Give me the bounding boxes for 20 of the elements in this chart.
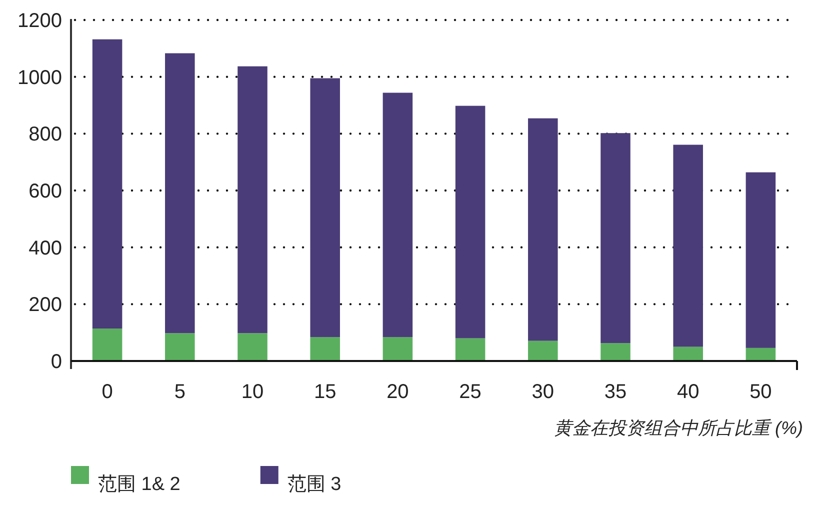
- xlabel: 黄金在投资组合中所占比重 (%): [554, 418, 803, 438]
- ytick: 0: [50, 351, 62, 373]
- ytick: 600: [28, 180, 62, 202]
- ytick: 200: [28, 294, 62, 316]
- ytick: 1000: [18, 66, 62, 89]
- xtick: 10: [241, 381, 264, 403]
- xtick: 30: [532, 381, 554, 403]
- xtick: 50: [750, 381, 772, 403]
- xtick: 0: [102, 381, 113, 403]
- xtick: 40: [676, 381, 700, 403]
- xtick: 35: [604, 381, 627, 403]
- xtick: 20: [386, 381, 409, 403]
- ytick: 800: [28, 124, 62, 146]
- xtick: 25: [459, 381, 482, 403]
- legend-label: 范围 3: [287, 474, 342, 495]
- ytick: 400: [28, 237, 62, 260]
- xtick: 5: [174, 381, 186, 403]
- ytick: 1200: [18, 10, 62, 32]
- xtick: 15: [314, 381, 336, 403]
- legend-label: 范围 1& 2: [98, 474, 180, 495]
